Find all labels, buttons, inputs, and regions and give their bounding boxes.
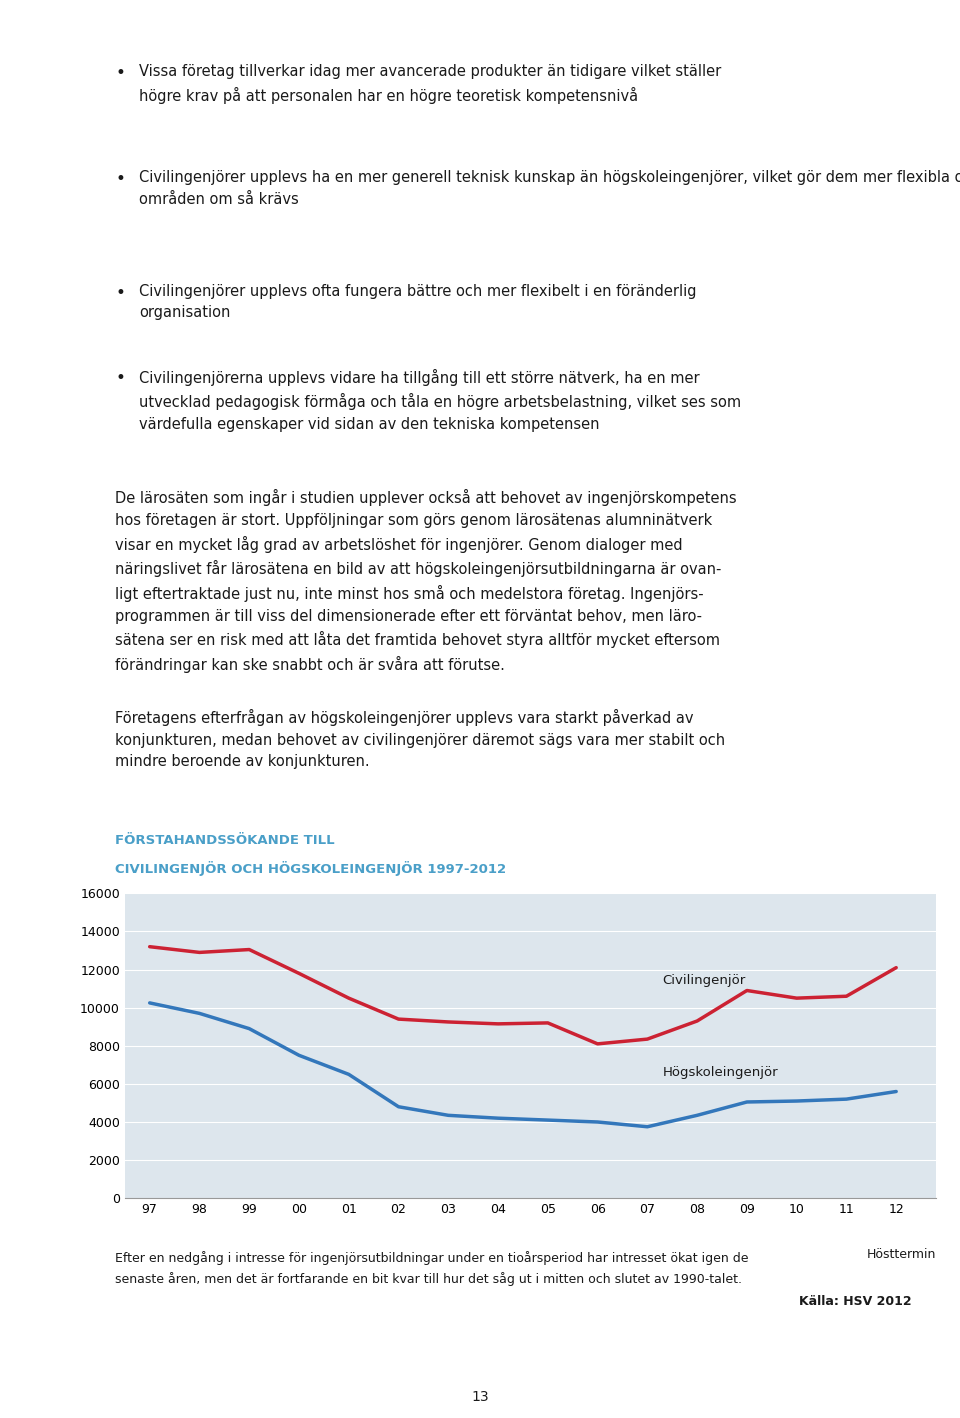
Text: Efter en nedgång i intresse för ingenjörsutbildningar under en tioårsperiod har : Efter en nedgång i intresse för ingenjör… [115,1251,749,1265]
Text: De lärosäten som ingår i studien upplever också att behovet av ingenjörskompeten: De lärosäten som ingår i studien uppleve… [115,489,737,674]
Text: Vissa företag tillverkar idag mer avancerade produkter än tidigare vilket ställe: Vissa företag tillverkar idag mer avance… [139,64,722,104]
Text: •: • [115,64,125,82]
Text: Hösttermin: Hösttermin [867,1248,936,1261]
Text: CIVILINGENJÖR OCH HÖGSKOLEINGENJÖR 1997-2012: CIVILINGENJÖR OCH HÖGSKOLEINGENJÖR 1997-… [115,861,506,876]
Text: •: • [115,284,125,302]
Text: Civilingenjör: Civilingenjör [662,974,746,987]
Text: Civilingenjörer upplevs ha en mer generell teknisk kunskap än högskoleingenjörer: Civilingenjörer upplevs ha en mer genere… [139,170,960,207]
Text: senaste åren, men det är fortfarande en bit kvar till hur det såg ut i mitten oc: senaste åren, men det är fortfarande en … [115,1272,742,1286]
Text: 13: 13 [471,1390,489,1404]
Text: Företagens efterfrågan av högskoleingenjörer upplevs vara starkt påverkad av
kon: Företagens efterfrågan av högskoleingenj… [115,709,726,769]
Text: •: • [115,170,125,189]
Text: Källa: HSV 2012: Källa: HSV 2012 [800,1295,912,1307]
Text: Civilingenjörer upplevs ofta fungera bättre och mer flexibelt i en föränderlig
o: Civilingenjörer upplevs ofta fungera bät… [139,284,697,320]
Text: Civilingenjörerna upplevs vidare ha tillgång till ett större nätverk, ha en mer
: Civilingenjörerna upplevs vidare ha till… [139,369,741,432]
Text: FÖRSTAHANDSSÖKANDE TILL: FÖRSTAHANDSSÖKANDE TILL [115,834,335,847]
Text: Högskoleingenjör: Högskoleingenjör [662,1066,778,1079]
Text: •: • [115,369,125,387]
